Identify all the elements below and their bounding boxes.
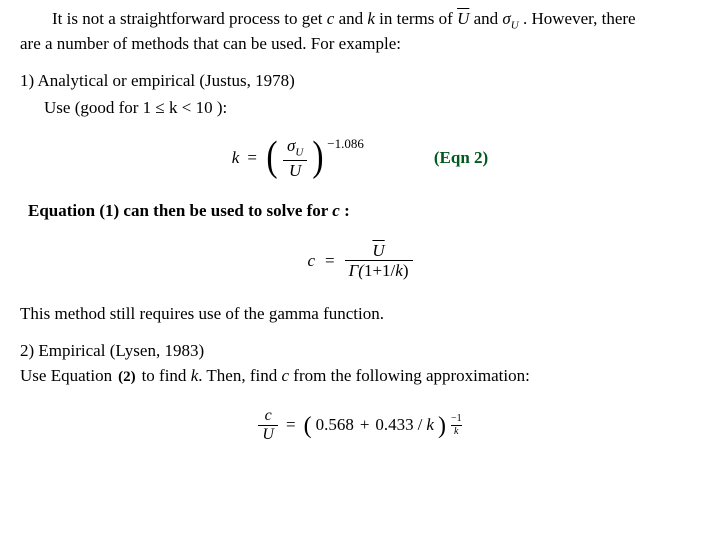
- method2-line2a: Use Equation: [20, 365, 112, 388]
- method2-line2b-post: from the following approximation:: [289, 366, 530, 385]
- eqa-slash: /: [418, 414, 423, 437]
- eqa-a: 0.568: [316, 414, 354, 437]
- eqa-lparen: (: [304, 410, 312, 442]
- method2: 2) Empirical (Lysen, 1983): [20, 340, 700, 363]
- eqa-exp-num: −1: [451, 414, 462, 424]
- eqc-equals: =: [325, 250, 335, 273]
- equation-approx: c U = ( 0.568 + 0.433 / k ) −1 k: [258, 408, 461, 445]
- intro-sigma: σ: [502, 9, 510, 28]
- method1-title: Analytical or empirical (Justus, 1978): [37, 71, 294, 90]
- eqa-rparen: ): [438, 410, 446, 442]
- eqa-frac-left: c U: [258, 408, 278, 445]
- eq2-frac: σU U: [283, 137, 307, 180]
- method2-c: c: [282, 366, 290, 385]
- eqa-plus: +: [360, 414, 370, 437]
- eqc-mid: 1+1/: [364, 261, 395, 280]
- method1-range: 1 ≤ k < 10: [143, 98, 217, 117]
- eq2-rparen: ): [313, 141, 324, 175]
- eq2-equals: =: [247, 147, 257, 170]
- eqa-ubar: U: [262, 426, 274, 443]
- eqa-exponent: −1 k: [451, 414, 462, 437]
- eq2-exponent: −1.086: [327, 135, 364, 153]
- mid-sentence: Equation (1) can then be used to solve f…: [28, 200, 700, 223]
- eqa-exp-den: k: [454, 427, 458, 437]
- intro-k: k: [367, 9, 375, 28]
- method1-num: 1): [20, 71, 37, 90]
- equation-2-block: k = ( σU U ) −1.086 (Eqn 2): [20, 130, 700, 186]
- eqc-ubar: U: [372, 241, 384, 260]
- intro-line2: are a number of methods that can be used…: [20, 34, 401, 53]
- eq2-ubar: U: [289, 161, 301, 180]
- equation-c-block: c = U Γ(1+1/k): [20, 233, 700, 289]
- method2-title: Empirical (Lysen, 1983): [38, 341, 204, 360]
- eqa-c: c: [265, 407, 272, 424]
- equation-2-label: (Eqn 2): [434, 147, 488, 170]
- equation-2: k = ( σU U ) −1.086: [232, 137, 364, 180]
- method2-annotation: (2): [118, 367, 136, 387]
- method1-use-post: ):: [217, 98, 227, 117]
- method2-num: 2): [20, 341, 38, 360]
- eqc-k: k: [395, 261, 403, 280]
- equation-c: c = U Γ(1+1/k): [307, 242, 412, 281]
- gamma-note: This method still requires use of the ga…: [20, 303, 700, 326]
- intro-paragraph: It is not a straightforward process to g…: [20, 8, 700, 56]
- mid-c: c: [332, 201, 340, 220]
- eqa-k: k: [426, 414, 434, 437]
- equation-approx-block: c U = ( 0.568 + 0.433 / k ) −1 k: [20, 398, 700, 454]
- mid-pre: Equation (1) can then be used to solve f…: [28, 201, 332, 220]
- intro-tail: . However, there: [519, 9, 636, 28]
- method2-line2b-pre: to find: [142, 366, 191, 385]
- eqc-gamma: Γ(: [349, 261, 364, 280]
- eqc-frac: U Γ(1+1/k): [345, 242, 413, 281]
- mid-colon: :: [340, 201, 350, 220]
- intro-ubar: U: [457, 9, 469, 28]
- method1-use-pre: Use (good for: [44, 98, 143, 117]
- eq2-k: k: [232, 147, 240, 170]
- intro-interms: in terms of: [375, 9, 457, 28]
- method2-line2: Use Equation (2) to find k. Then, find c…: [20, 365, 700, 388]
- intro-and: and: [334, 9, 367, 28]
- eqc-post: ): [403, 261, 409, 280]
- eq2-lparen: (: [266, 141, 277, 175]
- eq2-sigma-sub: U: [295, 146, 303, 158]
- intro-sigma-sub: U: [511, 19, 519, 31]
- eqc-c: c: [307, 250, 315, 273]
- intro-and2: and: [469, 9, 502, 28]
- page: It is not a straightforward process to g…: [0, 0, 720, 476]
- eqa-equals: =: [286, 414, 296, 437]
- intro-text: It is not a straightforward process to g…: [52, 9, 327, 28]
- method1: 1) Analytical or empirical (Justus, 1978…: [20, 70, 700, 93]
- method1-use: Use (good for 1 ≤ k < 10 ):: [44, 97, 700, 120]
- method2-line2b-mid: . Then, find: [198, 366, 281, 385]
- eqa-b: 0.433: [375, 414, 413, 437]
